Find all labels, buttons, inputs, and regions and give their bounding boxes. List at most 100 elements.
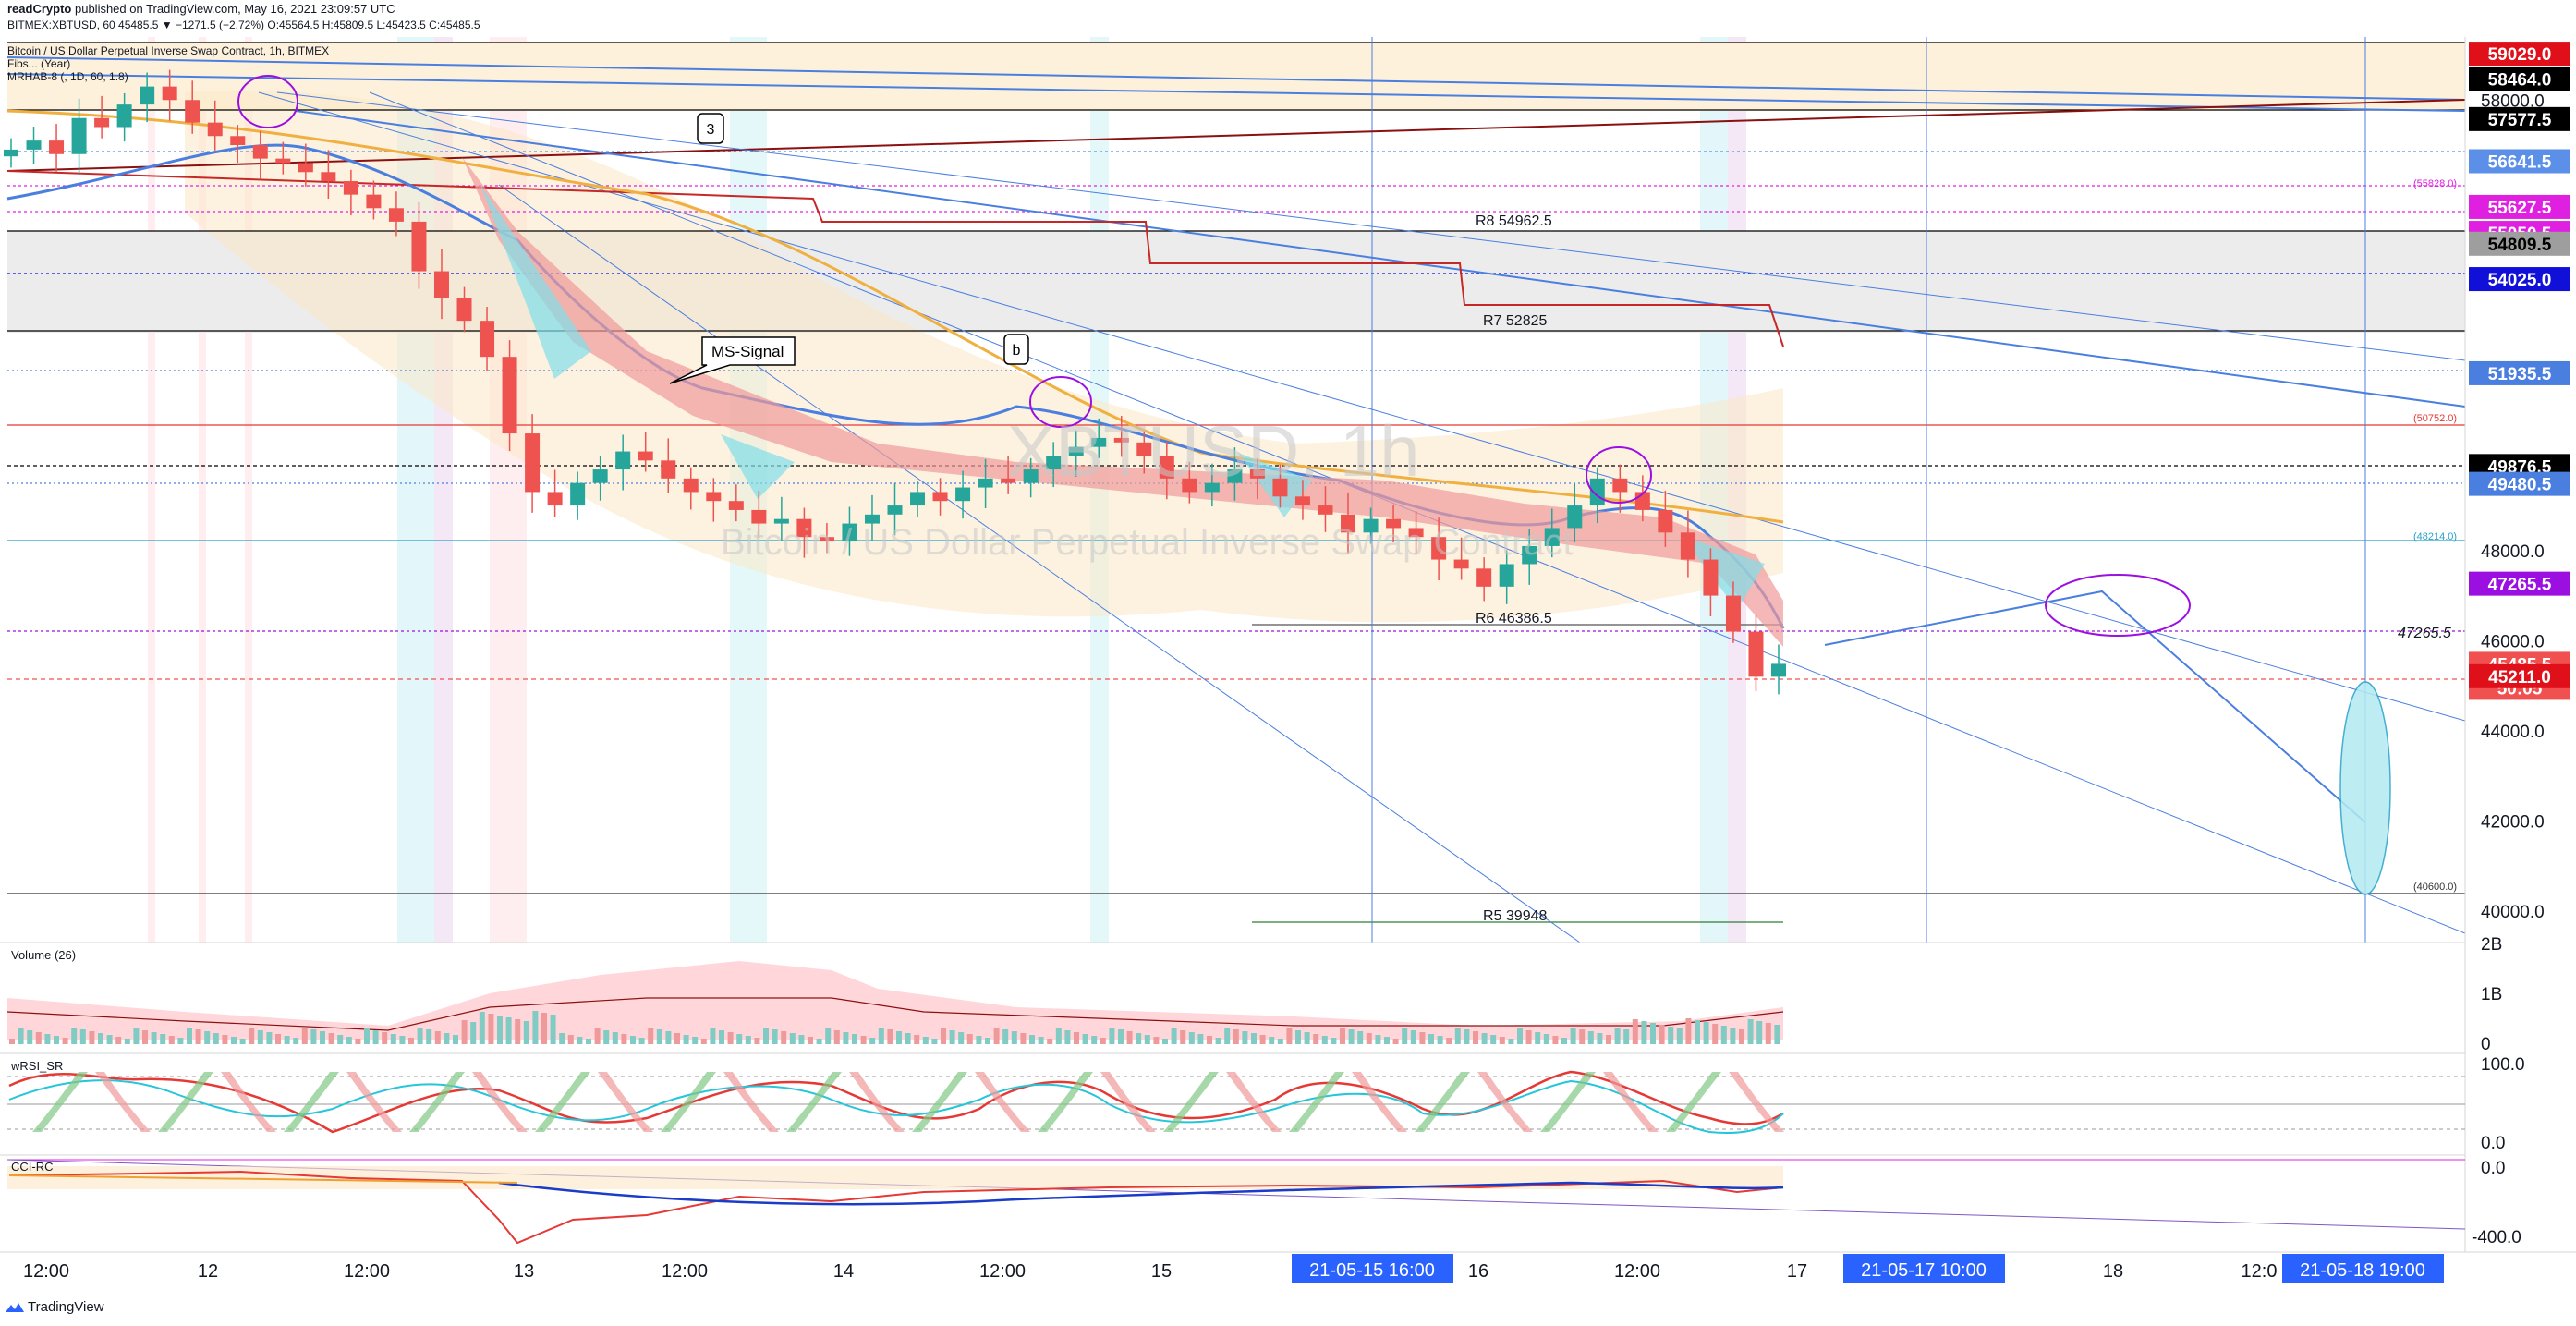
svg-text:56641.5: 56641.5 <box>2488 152 2552 172</box>
svg-text:57577.5: 57577.5 <box>2488 111 2552 130</box>
price-badge: 56641.5 <box>2469 149 2570 174</box>
volume-bar <box>878 1028 884 1044</box>
candle <box>1113 416 1129 457</box>
volume-bar <box>1695 1020 1700 1044</box>
rsi-wave <box>32 1072 88 1132</box>
price-badge: 51935.5 <box>2469 360 2570 385</box>
volume-bar <box>1153 1037 1160 1044</box>
volume-bar <box>1490 1035 1497 1044</box>
candle <box>978 458 993 508</box>
candle <box>1318 486 1333 532</box>
volume-tick-2b: 2B <box>2481 935 2502 955</box>
volume-bar <box>1020 1033 1027 1044</box>
volume-bar <box>1224 1028 1231 1044</box>
volume-bar <box>310 1029 317 1044</box>
price-badge: 54809.5 <box>2469 231 2570 256</box>
volume-bar <box>603 1030 610 1044</box>
svg-text:45211.0: 45211.0 <box>2488 668 2551 687</box>
volume-bar <box>426 1029 432 1044</box>
symbol-line: BITMEX:XBTUSD, 60 45485.5 ▼ −1271.5 (−2.… <box>7 18 480 31</box>
svg-text:58464.0: 58464.0 <box>2488 71 2552 91</box>
candle <box>955 470 971 519</box>
volume-bar <box>1747 1019 1754 1044</box>
rsi-wave <box>849 1072 905 1132</box>
volume-bar <box>1295 1030 1301 1044</box>
volume-bar <box>160 1034 166 1044</box>
volume-bar <box>1419 1032 1426 1044</box>
volume-ma-band <box>7 961 1783 1040</box>
volume-bar <box>444 1033 450 1044</box>
cci-red-line <box>8 1170 1784 1245</box>
volume-bar <box>1331 1038 1337 1044</box>
level-47265-label: 47265.5 <box>2398 626 2451 641</box>
publisher-name: readCrypto <box>7 2 72 16</box>
volume-bar <box>71 1028 78 1044</box>
volume-bar <box>789 1033 796 1044</box>
volume-bar <box>833 1030 840 1044</box>
volume-bar <box>1703 1022 1709 1044</box>
volume-bar <box>497 1016 503 1044</box>
volume-bar <box>372 1030 379 1044</box>
volume-bar <box>763 1028 769 1044</box>
rsi-wave <box>221 1072 276 1132</box>
price-badge: 59029.0 <box>2469 42 2570 67</box>
price-badge: 54025.0 <box>2469 267 2570 292</box>
volume-bar <box>1446 1038 1452 1044</box>
candle <box>1431 517 1447 580</box>
volume-bar <box>798 1035 805 1044</box>
volume-bar <box>966 1034 973 1044</box>
volume-bar <box>1402 1028 1408 1044</box>
volume-bar <box>346 1037 352 1044</box>
candle <box>864 494 880 541</box>
pivot-r5: R5 39948 <box>1483 908 1547 924</box>
volume-bar <box>683 1035 689 1044</box>
volume-bar <box>860 1036 867 1044</box>
rsi-pane-label: wRSI_SR <box>11 1059 64 1073</box>
volume-bar <box>1508 1039 1514 1044</box>
rsi-wave <box>1352 1072 1407 1132</box>
volume-bar <box>665 1031 672 1044</box>
price-badge: 58464.0 <box>2469 67 2570 91</box>
volume-bar <box>44 1034 51 1044</box>
rsi-wave <box>472 1072 528 1132</box>
svg-text:21-05-18 19:00: 21-05-18 19:00 <box>2300 1260 2425 1281</box>
volume-bar <box>1047 1039 1053 1044</box>
time-tick: 12:0 <box>2242 1261 2278 1282</box>
candle <box>728 484 744 522</box>
volume-bar <box>700 1039 707 1044</box>
time-tick: 16 <box>1468 1261 1488 1282</box>
volume-bar <box>1313 1034 1319 1044</box>
callout-wave-b: b <box>1003 334 1029 365</box>
volume-bar <box>1002 1029 1009 1044</box>
svg-text:55627.5: 55627.5 <box>2488 199 2552 218</box>
candle <box>1453 537 1469 580</box>
volume-bar <box>931 1039 938 1044</box>
volume-bar <box>993 1028 1000 1044</box>
wave-3-text: 3 <box>707 122 715 138</box>
volume-bar <box>284 1036 290 1044</box>
volume-bar <box>1366 1033 1372 1044</box>
small-label-48214: (48214.0) <box>2413 531 2457 542</box>
price-badge: 49480.5 <box>2469 471 2570 496</box>
volume-bar <box>1180 1030 1186 1044</box>
volume-bar <box>541 1013 547 1044</box>
candle <box>615 434 631 491</box>
time-tick: 14 <box>833 1261 854 1282</box>
volume-bar <box>869 1038 876 1044</box>
volume-bar <box>674 1033 680 1044</box>
candle <box>1386 505 1402 543</box>
time-tick: 12:00 <box>344 1261 390 1282</box>
volume-bar <box>567 1035 574 1044</box>
svg-text:47265.5: 47265.5 <box>2488 576 2552 595</box>
candle <box>1703 548 1719 617</box>
time-axis: 12:00 12 12:00 13 12:00 14 12:00 15 16 12:00 17 18 1… <box>23 1254 2444 1283</box>
candle <box>1091 418 1107 458</box>
volume-bar <box>1632 1019 1638 1044</box>
volume-bar <box>754 1038 760 1044</box>
volume-bar <box>843 1032 849 1044</box>
volume-bar <box>985 1038 990 1044</box>
candle <box>570 471 586 520</box>
price-badge: 57577.5 <box>2469 106 2570 131</box>
volume-bar <box>1525 1030 1532 1044</box>
publish-line: readCrypto published on TradingView.com,… <box>7 2 395 16</box>
